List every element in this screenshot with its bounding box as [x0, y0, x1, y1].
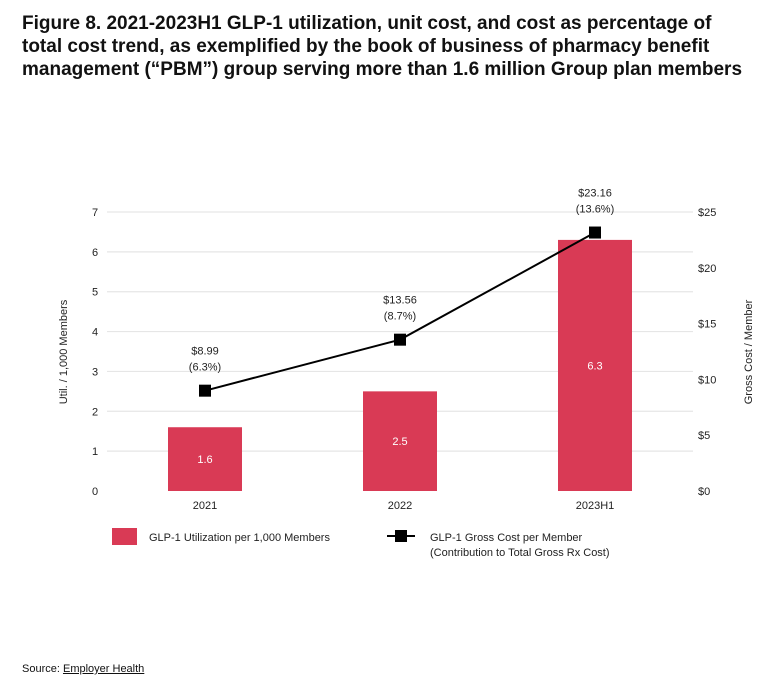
right-tick-label: $15 [698, 319, 716, 331]
cost-label: $8.99 [191, 346, 219, 358]
left-tick-label: 3 [92, 366, 98, 378]
left-tick-label: 2 [92, 406, 98, 418]
left-tick-label: 4 [92, 327, 98, 339]
legend-line-label: GLP-1 Gross Cost per Member [430, 532, 583, 544]
left-tick-label: 6 [92, 247, 98, 259]
bar-value-label: 6.3 [587, 360, 602, 372]
right-tick-label: $5 [698, 430, 710, 442]
bar [168, 427, 242, 491]
x-tick-label: 2021 [193, 500, 217, 512]
cost-label: $23.16 [578, 188, 612, 200]
right-tick-label: $25 [698, 207, 716, 219]
left-tick-label: 1 [92, 446, 98, 458]
left-axis-label: Util. / 1,000 Members [58, 299, 70, 404]
bar-value-label: 2.5 [392, 436, 407, 448]
left-tick-label: 7 [92, 207, 98, 219]
source-label: Source: [22, 663, 60, 675]
cost-sublabel: (6.3%) [189, 362, 221, 374]
figure-title: Figure 8. 2021-2023H1 GLP-1 utilization,… [22, 13, 743, 80]
cost-label: $13.56 [383, 295, 417, 307]
left-tick-label: 0 [92, 486, 98, 498]
cost-sublabel: (8.7%) [384, 311, 416, 323]
x-tick-label: 2022 [388, 500, 412, 512]
right-tick-label: $20 [698, 263, 716, 275]
legend-line-marker [395, 530, 407, 542]
bar [558, 239, 632, 491]
source-link[interactable]: Employer Health [62, 663, 145, 675]
cost-marker [394, 333, 406, 346]
bar [363, 391, 437, 491]
cost-sublabel: (13.6%) [576, 204, 615, 216]
legend-bar-swatch [112, 528, 137, 545]
cost-marker [199, 384, 211, 397]
cost-marker [589, 226, 601, 239]
right-axis-label: Gross Cost / Member [743, 299, 755, 404]
source-note: Source: Employer Health [22, 663, 144, 675]
legend-bar-label: GLP-1 Utilization per 1,000 Members [149, 532, 330, 544]
legend-line-label-2: (Contribution to Total Gross Rx Cost) [430, 547, 610, 559]
bar-value-label: 1.6 [197, 454, 212, 466]
right-tick-label: $10 [698, 374, 716, 386]
x-tick-label: 2023H1 [576, 500, 615, 512]
right-tick-label: $0 [698, 486, 710, 498]
left-tick-label: 5 [92, 287, 98, 299]
